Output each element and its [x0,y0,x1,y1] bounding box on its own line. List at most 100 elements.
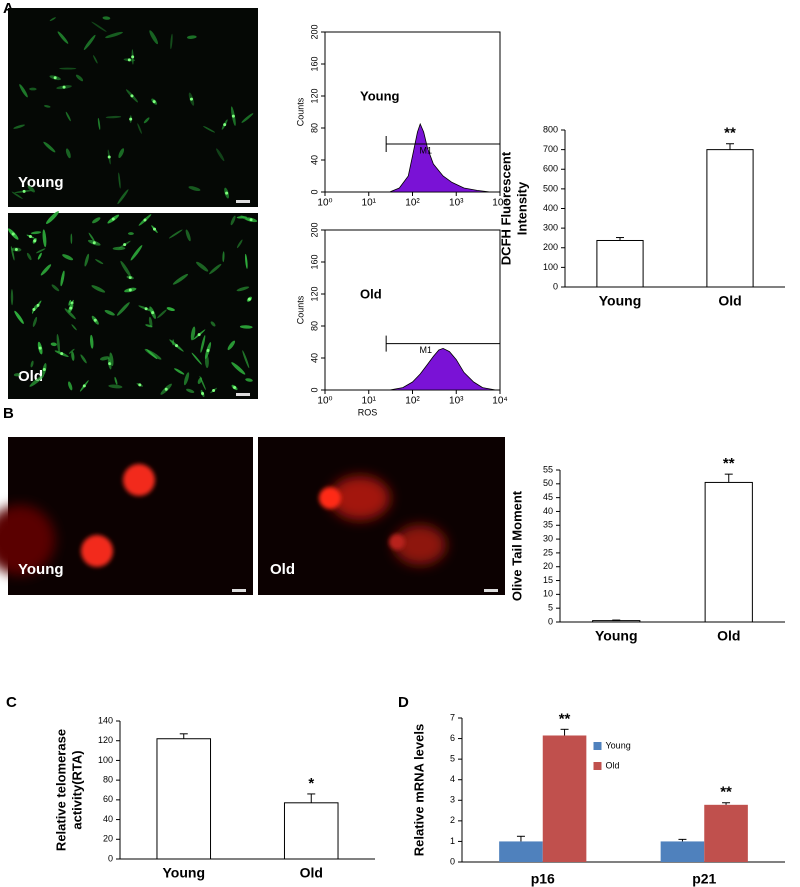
nucleus [130,94,134,98]
nucleus [53,76,57,80]
y-axis-label: Counts [295,97,305,126]
image-bg [8,213,258,399]
cell [13,124,25,129]
bar [596,239,644,288]
y-tick-label: 1 [450,836,455,846]
cell [209,263,222,275]
y-tick-label: 10 [543,589,553,599]
nucleus [152,100,156,104]
comet [394,525,446,565]
cell [185,229,191,242]
cell [222,251,225,263]
y-axis-label: Olive Tail Moment [509,490,524,601]
cell [90,334,94,349]
x-tick-label: Young [162,865,205,881]
y-tick-label: 500 [543,183,558,193]
nucleus [32,307,36,311]
y-axis-label: Relative telomerase [53,729,68,851]
y-axis-label: activity(RTA) [69,750,84,829]
cell [43,141,56,153]
nucleus [22,189,26,193]
cell [91,285,106,293]
cell [10,246,15,261]
nucleus [249,218,253,222]
plot-frame [324,229,501,391]
cell [27,185,35,193]
bar [706,149,754,288]
cell [11,191,23,199]
cell [62,254,74,261]
y-tick-label: 45 [543,492,553,502]
cell [57,31,69,44]
significance: ** [720,784,732,801]
cell [116,302,130,316]
y-axis-label: Counts [295,295,305,324]
cell [191,352,202,365]
comet [123,464,155,496]
y-tick-label: 15 [543,575,553,585]
cell [10,289,14,306]
y-tick-label: 0 [553,281,558,291]
cell [26,252,32,261]
x-tick-label: Old [718,293,741,309]
y-tick-label: 50 [543,478,553,488]
y-tick-label: 60 [103,794,113,804]
x-tick-label: 10⁰ [317,198,332,209]
cell [239,325,253,329]
y-tick-label: 0 [108,853,113,863]
histogram-area [389,347,496,391]
cell [64,308,76,320]
x-tick-label: 10¹ [362,396,377,407]
gate-label: M1 [420,345,433,355]
cell [14,310,24,324]
x-tick-label: 10⁴ [492,396,507,407]
nucleus [197,333,201,337]
y-tick-label: 2 [450,815,455,825]
cell [105,31,123,39]
x-tick-label: 10⁰ [317,396,332,407]
y-tick-label: 300 [543,223,558,233]
cell [149,30,158,45]
nucleus [11,232,15,236]
nucleus [70,301,74,305]
nucleus [223,123,227,127]
cell [105,115,122,119]
y-tick-label: 120 [98,735,113,745]
x-tick-label: Young [599,293,642,309]
cell [186,388,195,393]
nucleus [42,367,46,371]
cell [30,231,42,235]
bar [704,481,753,623]
cell [104,309,115,316]
cell [172,273,189,285]
nucleus [123,243,127,247]
y-tick-label: 400 [543,203,558,213]
cell [75,74,84,82]
cell [204,354,209,369]
nucleus [206,349,210,353]
cell [200,335,206,353]
y-tick-label: 40 [309,155,319,165]
y-tick-label: 40 [103,814,113,824]
cell [120,260,132,278]
cell [157,309,167,319]
image-bg [8,437,253,595]
nucleus [143,218,147,222]
comet [0,505,55,575]
x-tick-label: p16 [531,871,555,887]
legend-label: Old [606,760,620,770]
micrograph: Old [258,437,505,595]
x-tick-label: 10² [405,198,420,209]
y-tick-label: 5 [548,603,553,613]
cell [236,286,250,292]
significance: ** [724,125,736,142]
cell [230,215,236,226]
cell [43,105,51,108]
cell [241,113,254,123]
y-tick-label: 120 [309,286,319,301]
panel-label: C [6,694,17,711]
cell [130,245,143,261]
micrograph: Young [0,437,253,595]
